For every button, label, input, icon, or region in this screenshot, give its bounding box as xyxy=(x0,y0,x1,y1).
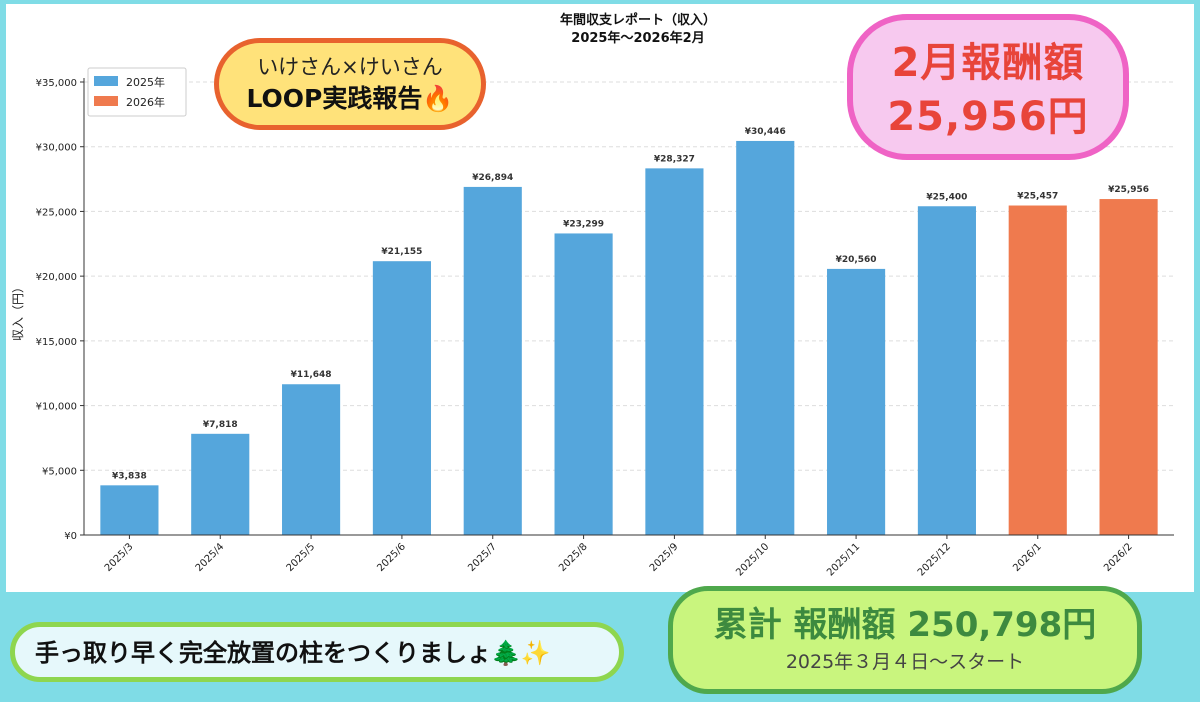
bar-chart: 年間収支レポート（収入） 2025年〜2026年2月 収入（円） ¥3,838¥… xyxy=(11,12,1174,578)
y-tick-label: ¥5,000 xyxy=(42,466,77,477)
y-tick-label: ¥25,000 xyxy=(36,207,77,218)
bar-value-label: ¥21,155 xyxy=(381,247,422,257)
tip-badge: 手っ取り早く完全放置の柱をつくりましょ🌲✨ xyxy=(10,622,624,682)
total-earnings-badge: 累計 報酬額 250,798円 2025年３月４日〜スタート xyxy=(668,586,1142,694)
bar xyxy=(191,433,250,535)
x-tick-label: 2025/8 xyxy=(557,541,590,574)
x-tick-label: 2025/12 xyxy=(916,541,953,578)
y-tick-label: ¥15,000 xyxy=(36,337,77,348)
x-tick-label: 2025/9 xyxy=(648,541,681,574)
bar xyxy=(372,261,431,535)
bar-value-label: ¥25,457 xyxy=(1017,192,1058,202)
legend-swatch-2025 xyxy=(94,76,118,86)
y-tick-label: ¥35,000 xyxy=(36,78,77,89)
x-tick-label: 2025/10 xyxy=(734,541,771,578)
bar-value-label: ¥7,818 xyxy=(203,420,238,430)
feb-earnings-badge: 2月報酬額 25,956円 xyxy=(847,14,1129,160)
bar-value-label: ¥30,446 xyxy=(745,127,786,137)
bar-value-label: ¥25,956 xyxy=(1108,185,1149,195)
bar xyxy=(917,206,976,535)
bar xyxy=(554,233,613,535)
total-badge-line2: 2025年３月４日〜スタート xyxy=(785,651,1025,673)
y-tick-label: ¥0 xyxy=(64,531,77,542)
total-badge-line1: 累計 報酬額 250,798円 xyxy=(713,605,1097,645)
bar-value-label: ¥26,894 xyxy=(472,173,513,183)
chart-subtitle: 2025年〜2026年2月 xyxy=(571,30,704,46)
bar xyxy=(282,384,341,535)
bar xyxy=(1008,205,1067,536)
bar xyxy=(645,168,704,536)
tip-text: 手っ取り早く完全放置の柱をつくりましょ🌲✨ xyxy=(35,639,551,667)
bars: ¥3,838 ¥7,818 ¥11,648 ¥21,155 ¥26,894 ¥23,299… xyxy=(100,127,1158,536)
x-tick-label: 2025/7 xyxy=(466,541,499,574)
x-tick-label: 2025/3 xyxy=(103,541,136,574)
bar-value-label: ¥20,560 xyxy=(836,255,877,265)
bar xyxy=(463,186,522,535)
legend-swatch-2026 xyxy=(94,96,118,106)
x-tick-label: 2026/2 xyxy=(1102,541,1135,574)
chart-title: 年間収支レポート（収入） xyxy=(560,12,716,28)
legend: 2025年 2026年 xyxy=(87,67,187,117)
y-tick-label: ¥30,000 xyxy=(36,143,77,154)
legend-label-2026: 2026年 xyxy=(126,95,165,109)
bar xyxy=(100,485,159,535)
bar xyxy=(736,140,795,535)
bar-value-label: ¥3,838 xyxy=(112,471,147,481)
y-tick-label: ¥20,000 xyxy=(36,272,77,283)
bar-value-label: ¥25,400 xyxy=(926,192,967,202)
x-tick-label: 2025/11 xyxy=(825,541,862,578)
bar-value-label: ¥23,299 xyxy=(563,219,604,229)
bar xyxy=(1099,199,1158,535)
bar-value-label: ¥28,327 xyxy=(654,154,695,164)
loop-report-badge: いけさん×けいさん LOOP実践報告🔥 xyxy=(214,38,486,130)
x-tick-label: 2025/6 xyxy=(375,541,408,574)
feb-badge-line2: 25,956円 xyxy=(887,94,1089,140)
bar-value-label: ¥11,648 xyxy=(291,370,332,380)
legend-label-2025: 2025年 xyxy=(126,75,165,89)
feb-badge-line1: 2月報酬額 xyxy=(891,40,1085,86)
x-tick-label: 2025/5 xyxy=(285,541,318,574)
y-axis-label: 収入（円） xyxy=(11,281,25,341)
x-tick-label: 2026/1 xyxy=(1011,541,1044,574)
x-tick-label: 2025/4 xyxy=(194,541,227,574)
loop-badge-line1: いけさん×けいさん xyxy=(257,55,443,79)
y-tick-label: ¥10,000 xyxy=(36,402,77,413)
loop-badge-line2: LOOP実践報告🔥 xyxy=(246,84,454,113)
bar xyxy=(827,268,886,535)
